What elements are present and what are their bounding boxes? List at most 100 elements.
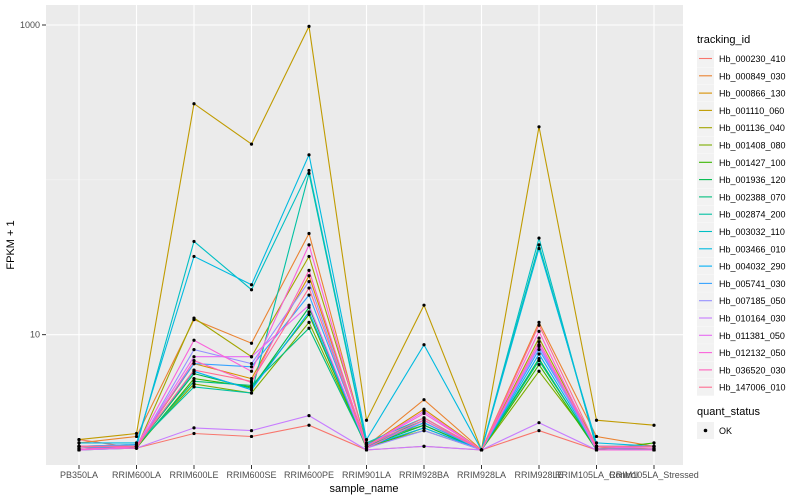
data-point — [307, 168, 311, 173]
data-point — [192, 355, 196, 359]
x-tick-label: RRIM600PE — [284, 470, 334, 480]
data-point — [422, 343, 426, 347]
data-point — [134, 434, 139, 439]
data-point — [652, 444, 656, 448]
data-point — [537, 352, 541, 356]
data-point — [249, 365, 254, 369]
data-point — [249, 369, 254, 373]
data-point — [364, 418, 369, 422]
data-point — [249, 283, 254, 287]
data-point — [422, 398, 426, 402]
legend-item-label: Hb_000849_030 — [719, 71, 786, 81]
legend-item-label: Hb_007185_050 — [719, 296, 786, 306]
y-axis-title: FPKM + 1 — [5, 220, 17, 269]
data-point — [594, 441, 599, 445]
legend-shape-title: quant_status — [697, 406, 760, 418]
data-point — [249, 434, 254, 439]
y-tick-label: 10 — [30, 330, 40, 340]
data-point — [652, 441, 656, 445]
legend-item-label: Hb_012132_050 — [719, 348, 786, 358]
data-point — [537, 348, 541, 352]
data-point — [537, 363, 541, 367]
data-point — [364, 437, 369, 442]
data-point — [594, 444, 599, 448]
data-point — [192, 316, 196, 320]
legend-item-label: Hb_011381_050 — [719, 331, 785, 341]
data-point — [249, 429, 254, 433]
data-point — [307, 274, 311, 278]
data-point — [422, 411, 426, 415]
series-points — [77, 24, 656, 452]
data-point — [307, 171, 311, 176]
data-point — [307, 280, 311, 284]
x-tick-label: PB350LA — [60, 470, 98, 480]
y-axis-ticks: 10 1000 — [20, 20, 46, 340]
data-point — [192, 358, 196, 363]
data-point — [537, 329, 541, 333]
data-point — [192, 239, 196, 244]
data-point — [364, 444, 369, 448]
data-point — [422, 418, 426, 422]
data-point — [537, 358, 541, 363]
data-point — [134, 444, 139, 448]
data-point — [307, 305, 311, 309]
data-point — [249, 379, 254, 383]
data-point — [537, 246, 541, 251]
data-point — [537, 243, 541, 247]
data-point — [537, 421, 541, 425]
data-point — [537, 320, 541, 324]
data-point — [192, 102, 196, 106]
data-point — [422, 416, 426, 420]
data-point — [192, 382, 196, 386]
data-point — [192, 368, 196, 372]
legend-item-label: Hb_001136_040 — [719, 123, 785, 133]
y-tick-label: 1000 — [20, 20, 40, 30]
data-point — [537, 343, 541, 347]
x-tick-label: RRIM600LA — [112, 470, 161, 480]
data-point — [192, 385, 196, 389]
data-point — [307, 153, 311, 157]
plot-panel — [46, 5, 683, 465]
data-point — [422, 426, 426, 430]
data-point — [537, 369, 541, 373]
data-point — [249, 355, 254, 359]
legend-shape-label: OK — [719, 426, 732, 436]
legend-item-label: Hb_000230_410 — [719, 54, 786, 64]
data-point — [192, 254, 196, 259]
data-point — [307, 423, 311, 427]
x-tick-label: RRIM928BA — [399, 470, 449, 480]
data-point — [192, 377, 196, 381]
grid-major — [46, 5, 683, 465]
data-point — [249, 142, 254, 146]
data-point — [307, 243, 311, 247]
data-point — [422, 423, 426, 427]
x-tick-label: RRIM928LA — [457, 470, 506, 480]
data-point — [307, 312, 311, 317]
data-point — [307, 326, 311, 330]
data-point — [249, 383, 254, 388]
data-point — [537, 125, 541, 129]
data-point — [594, 434, 599, 439]
data-point — [537, 340, 541, 344]
data-point — [422, 421, 426, 425]
data-point — [249, 341, 254, 345]
legend-item-label: Hb_010164_030 — [719, 314, 786, 324]
data-point — [192, 379, 196, 383]
data-point — [192, 348, 196, 352]
data-point — [537, 429, 541, 433]
legend-item-label: Hb_002874_200 — [719, 210, 786, 220]
data-point — [249, 288, 254, 292]
data-point — [307, 303, 311, 307]
data-point — [422, 444, 426, 448]
data-point — [77, 441, 81, 445]
legend-item-label: Hb_003032_110 — [719, 227, 785, 237]
data-point — [192, 372, 196, 376]
data-point — [77, 437, 81, 442]
legend-shape-point — [703, 428, 708, 433]
x-tick-label: RRIM928LE — [514, 470, 563, 480]
data-point — [479, 448, 484, 452]
data-point — [537, 236, 541, 240]
data-point — [192, 338, 196, 342]
data-point — [307, 268, 311, 272]
